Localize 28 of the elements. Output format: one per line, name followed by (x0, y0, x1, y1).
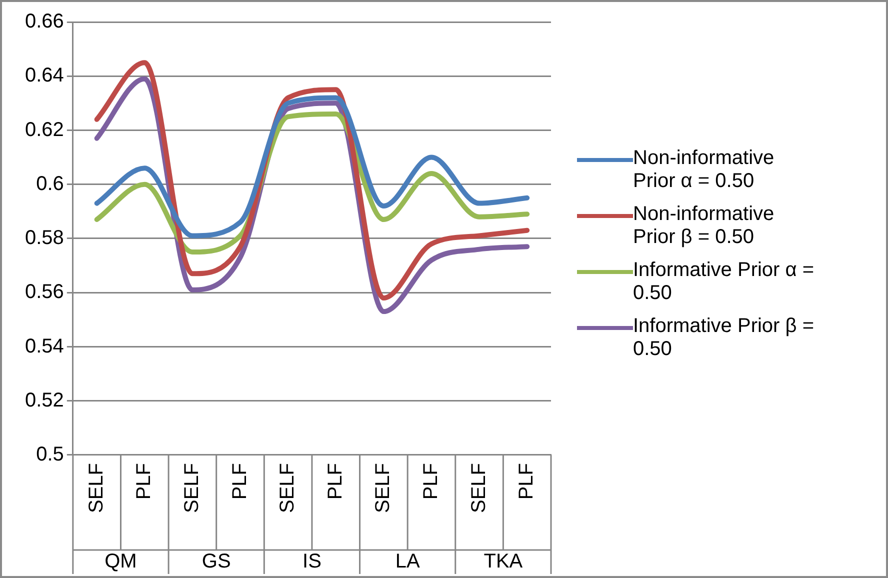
y-tick-label: 0.66 (24, 10, 64, 33)
x-tick-label: PLF (420, 462, 442, 500)
y-tick-label: 0.62 (24, 118, 64, 141)
y-tick-label: 0.58 (24, 227, 64, 250)
text: GS (202, 550, 231, 573)
y-tick-label: 0.54 (24, 335, 64, 358)
x-tick-label: SELF (468, 462, 490, 514)
text: TKA (484, 550, 524, 573)
y-tick-label: 0.6 (36, 172, 64, 195)
legend-label: Non-informative Prior α = 0.50 (633, 147, 776, 193)
x-tick-label: SELF (276, 462, 299, 514)
x-tick-label: SELF (180, 462, 203, 514)
y-tick-label: 0.5 (36, 443, 64, 466)
x-tick-label: PLF (228, 462, 251, 500)
x-tick-label: PLF (133, 462, 156, 500)
legend-label: Informative Prior α = 0.50 (633, 259, 816, 305)
y-tick-label: 0.56 (24, 281, 64, 304)
text: QM (104, 550, 137, 573)
y-tick-label: 0.52 (24, 389, 64, 412)
x-tick-label: PLF (324, 462, 346, 500)
y-tick-label: 0.64 (24, 64, 64, 87)
x-tick-label: SELF (372, 462, 394, 514)
x-tick-label: PLF (516, 462, 538, 500)
text: IS (302, 550, 322, 573)
x-tick-label: SELF (85, 462, 108, 514)
legend-label: Non-informative Prior β = 0.50 (633, 203, 776, 249)
legend-label: Informative Prior β = 0.50 (633, 315, 816, 361)
text: LA (395, 550, 420, 573)
